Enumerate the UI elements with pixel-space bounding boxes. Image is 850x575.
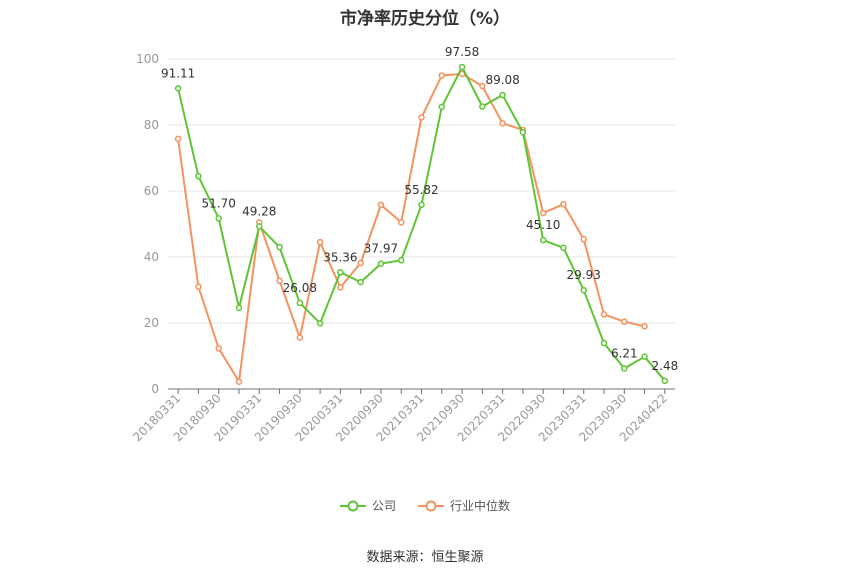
y-tick-label: 40 xyxy=(144,250,159,264)
y-tick-label: 80 xyxy=(144,118,159,132)
data-label: 35.36 xyxy=(323,250,357,264)
data-point-0 xyxy=(499,91,506,99)
data-point-0 xyxy=(215,215,222,222)
chart-title: 市净率历史分位（%） xyxy=(339,9,511,29)
data-label: 29.93 xyxy=(567,268,601,282)
data-point-0 xyxy=(174,85,182,92)
data-point-1 xyxy=(397,219,405,226)
legend: 公司 行业中位数 xyxy=(0,497,850,514)
data-point-0 xyxy=(256,223,263,230)
data-point-0 xyxy=(600,339,608,347)
legend-label-industry-median: 行业中位数 xyxy=(450,499,511,513)
data-point-1 xyxy=(195,283,202,290)
data-point-1 xyxy=(418,114,425,121)
data-point-1 xyxy=(337,284,344,291)
data-label: 6.21 xyxy=(611,347,638,361)
legend-item-industry-median[interactable]: 行业中位数 xyxy=(418,497,510,514)
data-point-0 xyxy=(337,269,344,276)
source-text: 数据来源：恒生聚源 xyxy=(366,550,484,565)
data-label: 45.10 xyxy=(526,218,560,232)
data-label: 91.11 xyxy=(161,66,195,80)
line-chart: 0204060801002018033120180930201903312019… xyxy=(130,45,679,444)
y-tick-label: 0 xyxy=(151,382,159,396)
y-tick-label: 100 xyxy=(136,52,159,66)
data-point-0 xyxy=(418,201,425,209)
data-point-1 xyxy=(215,345,222,352)
data-label: 97.58 xyxy=(445,45,479,59)
data-point-1 xyxy=(600,311,608,318)
y-tick-label: 20 xyxy=(144,316,159,330)
data-point-1 xyxy=(641,323,648,330)
data-point-0 xyxy=(438,103,446,111)
data-point-1 xyxy=(479,82,486,90)
data-point-1 xyxy=(316,238,324,246)
data-point-0 xyxy=(519,129,527,136)
data-point-1 xyxy=(377,201,385,209)
series-line-1 xyxy=(177,72,645,383)
y-tick-label: 60 xyxy=(144,184,159,198)
data-label: 26.08 xyxy=(283,281,317,295)
data-point-0 xyxy=(580,286,587,294)
data-point-1 xyxy=(235,378,243,385)
data-point-0 xyxy=(235,304,243,312)
data-label: 49.28 xyxy=(242,204,276,218)
data-point-0 xyxy=(539,236,547,244)
data-point-1 xyxy=(560,200,567,208)
data-point-1 xyxy=(499,120,506,127)
data-point-1 xyxy=(621,318,628,325)
data-point-0 xyxy=(195,172,202,180)
legend-label-company: 公司 xyxy=(371,499,396,513)
data-point-0 xyxy=(276,243,283,251)
data-point-0 xyxy=(357,278,364,286)
data-point-0 xyxy=(397,257,405,264)
data-label: 51.70 xyxy=(202,196,236,210)
data-point-1 xyxy=(580,235,587,243)
legend-marker-company xyxy=(339,500,366,511)
data-point-0 xyxy=(296,299,304,307)
legend-item-company[interactable]: 公司 xyxy=(339,497,396,514)
data-point-1 xyxy=(174,135,182,143)
data-label: 37.97 xyxy=(364,242,398,256)
data-point-0 xyxy=(458,63,466,71)
data-label: 89.08 xyxy=(485,73,519,87)
data-label: 2.48 xyxy=(652,359,679,373)
data-point-0 xyxy=(377,260,385,267)
data-point-1 xyxy=(276,277,283,285)
data-point-0 xyxy=(479,103,486,110)
data-point-1 xyxy=(296,334,304,341)
series-line-0 xyxy=(177,66,666,382)
data-point-1 xyxy=(438,72,446,79)
legend-marker-industry-median xyxy=(418,500,444,511)
data-point-0 xyxy=(316,320,324,327)
data-point-0 xyxy=(560,244,567,252)
data-label: 55.82 xyxy=(404,183,438,197)
data-point-0 xyxy=(621,365,628,372)
data-point-1 xyxy=(539,209,547,217)
data-point-0 xyxy=(661,377,669,385)
data-point-0 xyxy=(641,353,648,360)
data-point-1 xyxy=(357,259,364,267)
